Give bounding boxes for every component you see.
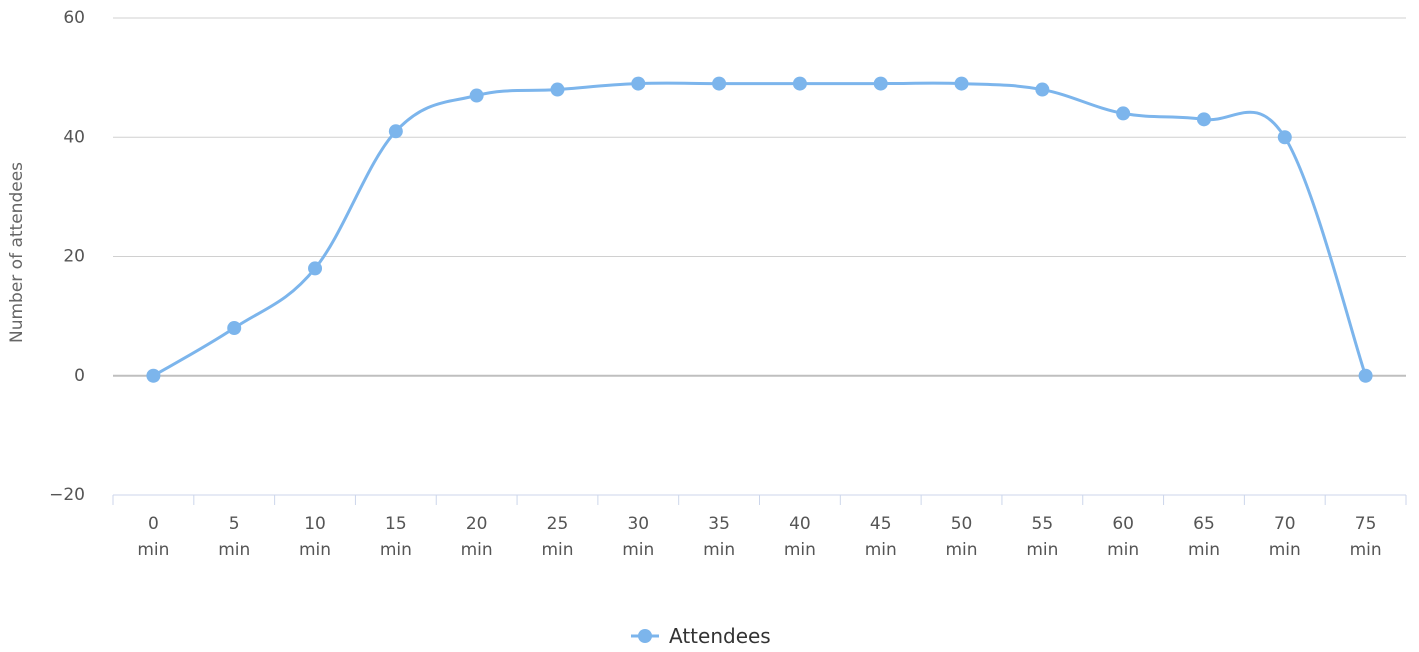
y-tick-label: 40 bbox=[63, 127, 85, 147]
data-point[interactable] bbox=[1277, 130, 1292, 145]
data-point[interactable] bbox=[308, 261, 323, 276]
x-tick-label: 0 min bbox=[137, 514, 169, 560]
data-point[interactable] bbox=[792, 76, 807, 91]
legend[interactable]: Attendees bbox=[631, 624, 771, 648]
x-tick-label: 25 min bbox=[541, 514, 573, 560]
data-point[interactable] bbox=[712, 76, 727, 91]
x-tick-label: 5 min bbox=[218, 514, 250, 560]
y-tick-label: 60 bbox=[63, 8, 85, 28]
data-point[interactable] bbox=[469, 88, 484, 103]
y-tick-label: 20 bbox=[63, 247, 85, 267]
data-point[interactable] bbox=[1035, 82, 1050, 97]
data-point[interactable] bbox=[1196, 112, 1211, 127]
data-point[interactable] bbox=[550, 82, 565, 97]
data-point[interactable] bbox=[146, 368, 161, 383]
x-tick-label: 60 min bbox=[1107, 514, 1139, 560]
x-tick-label: 45 min bbox=[865, 514, 897, 560]
data-point[interactable] bbox=[1358, 368, 1373, 383]
x-axis: 0 min 5 min 10 min 15 min 20 min 25 min 30 min 35 min 40… bbox=[112, 494, 1407, 560]
x-tick-label: 70 min bbox=[1269, 514, 1301, 560]
y-tick-label: −20 bbox=[49, 485, 85, 505]
legend-label[interactable]: Attendees bbox=[669, 624, 771, 648]
x-tick-label: 30 min bbox=[622, 514, 654, 560]
y-axis: −20 0 20 40 60 Number of attendees bbox=[7, 8, 85, 505]
x-tick-label: 35 min bbox=[703, 514, 735, 560]
data-point[interactable] bbox=[631, 76, 646, 91]
data-point[interactable] bbox=[227, 321, 242, 336]
x-tick-label: 65 min bbox=[1188, 514, 1220, 560]
grid-lines bbox=[113, 17, 1406, 377]
series-line[interactable] bbox=[151, 81, 1368, 378]
data-point[interactable] bbox=[873, 76, 888, 91]
x-tick-label: 50 min bbox=[946, 514, 978, 560]
x-tick-label: 75 min bbox=[1350, 514, 1382, 560]
x-tick-label: 40 min bbox=[784, 514, 816, 560]
y-tick-label: 0 bbox=[74, 366, 85, 386]
y-axis-title: Number of attendees bbox=[7, 162, 27, 343]
x-tick-label: 15 min bbox=[380, 514, 412, 560]
legend-marker-icon[interactable] bbox=[638, 629, 652, 643]
x-tick-label: 10 min bbox=[299, 514, 331, 560]
series-layer bbox=[146, 76, 1373, 383]
x-tick-label: 20 min bbox=[461, 514, 493, 560]
data-point[interactable] bbox=[954, 76, 969, 91]
data-point[interactable] bbox=[1116, 106, 1131, 121]
data-point[interactable] bbox=[388, 124, 403, 139]
x-tick-label: 55 min bbox=[1026, 514, 1058, 560]
